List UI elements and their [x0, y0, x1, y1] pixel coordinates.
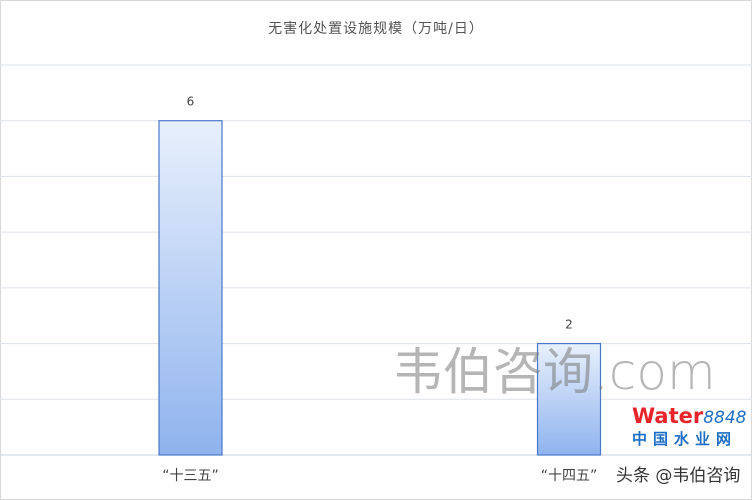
- x-tick-label: “十三五”: [162, 468, 219, 484]
- watermark-main: 韦伯咨询.com: [393, 343, 716, 401]
- data-label: 6: [187, 95, 195, 109]
- logo-number: 8848: [703, 408, 747, 428]
- bar: [158, 120, 223, 456]
- watermark-logo-sub: 中国水业网: [632, 430, 738, 448]
- watermark-source: 头条 @韦伯咨询: [616, 466, 741, 486]
- chart-title: 无害化处置设施规模（万吨/日）: [268, 21, 484, 37]
- logo-word: Water: [632, 404, 704, 428]
- bar: [536, 342, 602, 456]
- watermark-logo: Water8848: [632, 404, 747, 430]
- x-tick-label: “十四五”: [541, 468, 598, 484]
- data-label: 2: [565, 318, 573, 332]
